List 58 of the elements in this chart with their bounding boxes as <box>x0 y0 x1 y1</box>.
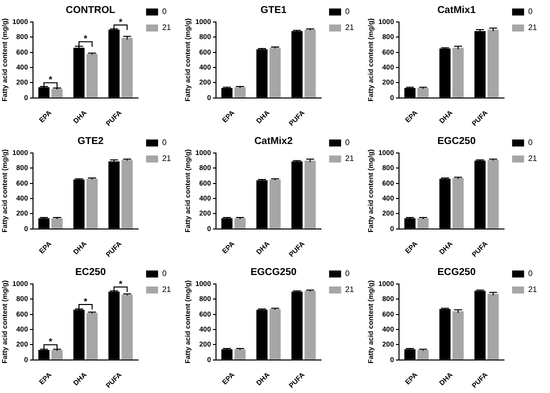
legend-label: 21 <box>528 154 538 164</box>
legend-label: 21 <box>528 23 538 32</box>
bar <box>270 309 281 360</box>
bar <box>122 38 133 98</box>
bar <box>270 180 281 228</box>
chart-title: CatMix2 <box>254 136 294 147</box>
legend-label: 0 <box>345 269 350 278</box>
legend-label: 0 <box>345 138 350 148</box>
annotation: * <box>118 279 123 290</box>
bar <box>417 350 429 360</box>
chart-title: GTE1 <box>260 4 287 16</box>
legend-label: 21 <box>162 23 172 32</box>
bar <box>304 160 316 228</box>
bar <box>452 311 464 360</box>
annotation: * <box>48 74 53 85</box>
bar <box>234 349 246 360</box>
legend-label: 0 <box>345 7 350 16</box>
chart-title: GTE2 <box>77 136 104 147</box>
bar <box>417 218 429 228</box>
annotation: * <box>118 17 123 28</box>
chart-title: CatMix1 <box>437 4 476 16</box>
bar <box>452 178 464 228</box>
bar <box>452 48 464 98</box>
legend-label: 0 <box>528 269 534 278</box>
bar <box>86 178 98 228</box>
bar <box>270 48 281 98</box>
chart-title: ECG250 <box>437 266 476 278</box>
annotation: * <box>48 336 53 347</box>
legend-label: 0 <box>162 7 168 16</box>
chart-title: CONTROL <box>66 4 116 16</box>
chart-title: EGCG250 <box>250 266 297 278</box>
bar <box>417 88 429 98</box>
bar <box>234 87 246 98</box>
legend-label: 0 <box>528 138 534 148</box>
bar <box>122 160 133 228</box>
legend-label: 0 <box>528 7 534 16</box>
bar <box>86 54 98 98</box>
legend-label: 21 <box>162 285 172 294</box>
legend-label: 0 <box>162 269 168 278</box>
bar <box>51 218 63 228</box>
chart-title: EGC250 <box>437 136 476 147</box>
bar <box>304 290 316 360</box>
bar <box>304 30 316 98</box>
annotation: * <box>84 296 88 306</box>
legend-label: 21 <box>345 285 355 294</box>
legend-label: 21 <box>162 154 172 164</box>
bar <box>488 30 499 98</box>
chart-title: EC250 <box>75 266 106 278</box>
legend-label: 21 <box>528 285 538 294</box>
bar <box>488 294 499 360</box>
bar <box>234 218 246 228</box>
annotation: * <box>84 34 88 44</box>
bar <box>122 294 133 360</box>
legend-label: 21 <box>345 23 355 32</box>
bar <box>488 160 499 228</box>
legend-label: 21 <box>345 154 355 164</box>
legend-label: 0 <box>162 138 168 148</box>
bar <box>86 312 98 360</box>
